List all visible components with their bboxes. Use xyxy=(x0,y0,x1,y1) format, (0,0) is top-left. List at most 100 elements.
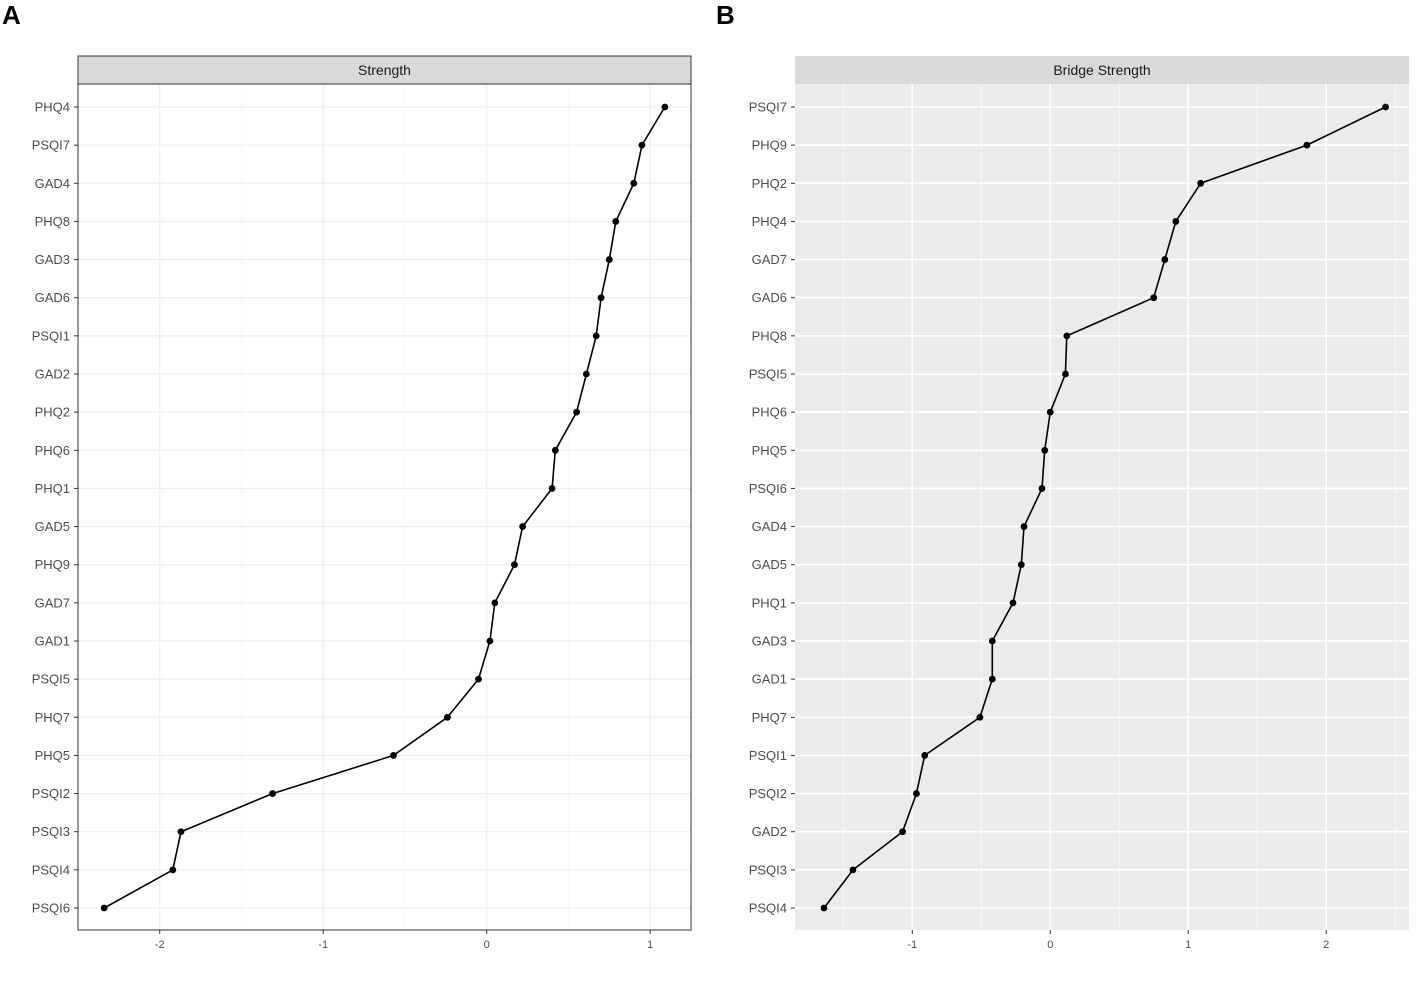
y-tick-label: PSQI7 xyxy=(749,100,787,115)
data-point xyxy=(661,103,669,111)
data-point xyxy=(1161,256,1169,263)
y-tick-label: PSQI1 xyxy=(749,748,787,763)
data-point xyxy=(573,408,580,416)
data-point xyxy=(519,523,527,530)
data-point xyxy=(1382,103,1389,111)
y-tick-label: PHQ2 xyxy=(35,405,70,420)
data-point xyxy=(1017,561,1025,569)
data-point xyxy=(169,866,177,874)
y-tick-label: PHQ6 xyxy=(35,443,70,458)
data-point xyxy=(269,790,276,797)
y-tick-label: PHQ8 xyxy=(752,328,787,343)
data-point xyxy=(820,904,828,912)
y-tick-label: PSQI3 xyxy=(749,862,787,877)
x-axis: -1 0 1 2 xyxy=(907,930,1329,951)
panel-b: B Bridge Strength PSQI7 PHQ9 PHQ2 PHQ4 GAD7 G… xyxy=(716,0,1409,951)
data-point xyxy=(100,904,108,912)
data-point xyxy=(913,790,920,797)
y-tick-label: GAD7 xyxy=(35,595,70,610)
y-tick-label: PHQ4 xyxy=(752,214,787,229)
y-tick-label: GAD4 xyxy=(35,176,70,191)
data-point xyxy=(976,713,984,721)
y-tick-label: PHQ9 xyxy=(752,138,787,153)
x-tick-label: -2 xyxy=(155,939,165,951)
y-tick-label: PSQI5 xyxy=(32,672,70,687)
panel-label-b: B xyxy=(716,0,735,30)
strip-background xyxy=(795,56,1409,84)
y-tick-label: PHQ1 xyxy=(35,481,70,496)
data-point xyxy=(612,218,620,225)
data-point xyxy=(1172,218,1180,225)
data-point xyxy=(899,828,907,836)
y-tick-label: PHQ1 xyxy=(752,595,787,610)
grid xyxy=(795,84,1409,930)
y-tick-label: PHQ7 xyxy=(752,710,787,725)
x-tick-label: 0 xyxy=(484,939,490,951)
data-point xyxy=(444,713,451,721)
data-point xyxy=(1197,179,1205,187)
data-point xyxy=(1046,408,1054,416)
data-point xyxy=(390,752,397,759)
y-tick-label: PHQ7 xyxy=(35,710,70,725)
plot-area xyxy=(78,84,691,930)
y-tick-label: GAD2 xyxy=(752,824,787,839)
x-axis: -2 -1 0 1 xyxy=(155,930,653,951)
x-tick-label: 2 xyxy=(1323,939,1329,951)
plot-area xyxy=(795,84,1409,930)
panel-a: A Strength PHQ4 PSQI7 GAD4 PHQ8 GAD3 GAD6 PSQI… xyxy=(2,0,692,951)
y-tick-label: PSQI6 xyxy=(32,901,70,916)
data-point xyxy=(551,446,559,454)
y-tick-label: PHQ8 xyxy=(35,214,70,229)
data-point xyxy=(1020,523,1028,530)
data-series xyxy=(100,103,669,912)
data-point xyxy=(1303,141,1311,149)
y-tick-label: PHQ5 xyxy=(752,443,787,458)
series-line xyxy=(103,106,666,909)
y-tick-label: GAD3 xyxy=(752,634,787,649)
data-point xyxy=(988,675,996,683)
data-point xyxy=(177,828,185,836)
x-tick-label: -1 xyxy=(907,939,917,951)
panel-title: Bridge Strength xyxy=(1053,62,1150,78)
data-point xyxy=(1150,294,1158,302)
y-tick-label: GAD5 xyxy=(35,519,70,534)
data-point xyxy=(921,752,929,759)
plot-border xyxy=(77,83,692,931)
y-tick-label: GAD3 xyxy=(35,252,70,267)
data-point xyxy=(592,332,600,340)
data-point xyxy=(638,141,646,149)
data-point xyxy=(1009,599,1017,607)
y-tick-label: PSQI6 xyxy=(749,481,787,496)
y-tick-label: GAD6 xyxy=(752,290,787,305)
y-tick-label: PSQI2 xyxy=(749,786,787,801)
data-point xyxy=(491,599,499,607)
y-tick-label: GAD7 xyxy=(752,252,787,267)
data-point xyxy=(988,637,996,645)
y-tick-label: GAD1 xyxy=(752,672,787,687)
data-point xyxy=(849,866,857,874)
data-point xyxy=(582,370,590,378)
y-axis: PHQ4 PSQI7 GAD4 PHQ8 GAD3 GAD6 PSQI1 GAD2 PHQ2 PH… xyxy=(32,100,78,916)
data-point xyxy=(597,294,605,302)
y-tick-label: PHQ4 xyxy=(35,100,70,115)
data-point xyxy=(630,179,638,187)
panel-title: Strength xyxy=(358,62,411,78)
x-tick-label: -1 xyxy=(318,939,328,951)
y-tick-label: PHQ9 xyxy=(35,557,70,572)
y-tick-label: PHQ2 xyxy=(752,176,787,191)
data-point xyxy=(511,561,518,569)
data-point xyxy=(1038,485,1046,492)
panel-label-a: A xyxy=(2,0,21,30)
y-tick-label: GAD6 xyxy=(35,290,70,305)
y-tick-label: PSQI4 xyxy=(32,862,70,877)
strip-background xyxy=(77,55,692,85)
y-tick-label: GAD5 xyxy=(752,557,787,572)
data-point xyxy=(1063,332,1071,340)
y-tick-label: PSQI3 xyxy=(32,824,70,839)
grid xyxy=(78,84,691,930)
data-point xyxy=(605,256,613,263)
series-line xyxy=(823,106,1386,909)
data-point xyxy=(486,637,494,645)
x-tick-label: 1 xyxy=(1185,939,1191,951)
y-tick-label: PSQI4 xyxy=(749,901,787,916)
